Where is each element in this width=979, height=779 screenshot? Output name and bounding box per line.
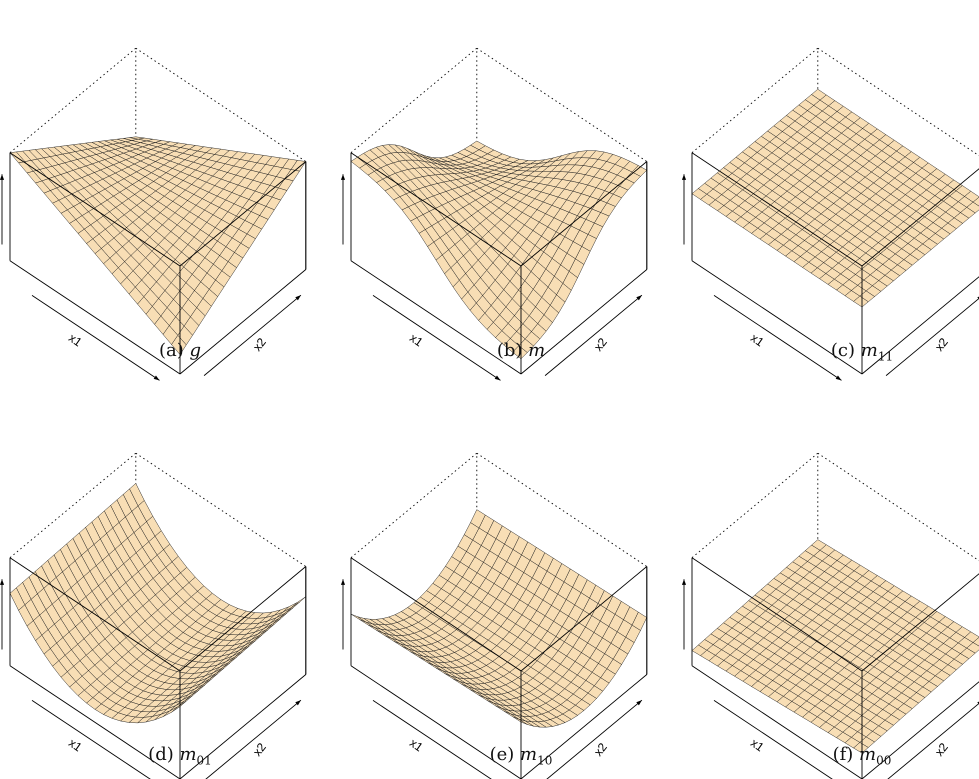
caption-symbol: m: [528, 340, 546, 361]
caption-subscript: 11: [877, 349, 894, 364]
box-edge: [9, 665, 181, 779]
x1-axis-arrow-head: [835, 375, 842, 381]
caption-label: (f): [832, 744, 860, 765]
surface-facet: [691, 188, 708, 200]
caption-symbol: m: [520, 744, 538, 765]
box-edge: [350, 152, 522, 267]
caption-label: (e): [489, 744, 521, 765]
surface-facet: [350, 156, 367, 169]
caption-a: (a) g: [80, 341, 280, 361]
x1-axis-arrow: [31, 699, 151, 779]
x1-axis-arrow: [372, 699, 492, 779]
x2-axis-arrow-head: [636, 295, 642, 301]
x1-axis-arrow: [713, 699, 833, 779]
box-edge: [179, 269, 307, 375]
caption-symbol: m: [860, 340, 878, 361]
box-edge: [350, 557, 522, 672]
box-edge: [179, 566, 307, 672]
panel-f: x1 x2: [681, 452, 979, 779]
x2-axis-arrow: [885, 297, 979, 376]
box-edge: [9, 152, 181, 267]
x2-axis-arrow-head: [295, 700, 301, 706]
panel-d: x1 x2: [0, 452, 307, 779]
box-edge: [520, 566, 648, 672]
x2-axis-arrow-head: [295, 295, 301, 301]
caption-label: (a): [158, 340, 190, 361]
z-axis-arrow-head: [681, 579, 687, 585]
box-edge: [520, 674, 648, 779]
surface-mesh: [350, 140, 648, 360]
box-hidden-edge: [350, 452, 478, 559]
box-edge: [691, 557, 863, 672]
box-edge: [861, 573, 979, 672]
surface-facet: [350, 613, 366, 623]
z-axis-arrow-head: [681, 174, 687, 180]
caption-subscript: 01: [196, 753, 212, 768]
panel-c: x1 x2: [681, 47, 979, 381]
caption-e: (e) m10: [421, 745, 621, 771]
box-edge: [9, 557, 181, 672]
box-edge: [9, 260, 181, 375]
x2-axis-arrow: [887, 702, 979, 779]
box-edge: [861, 681, 979, 779]
surface-facet: [691, 644, 708, 656]
x1-axis-arrow: [31, 294, 160, 381]
caption-label: (b): [496, 340, 529, 361]
box-edge: [179, 674, 307, 779]
box-hidden-edge: [9, 47, 137, 154]
box-hidden-edge: [9, 452, 137, 559]
caption-d: (d) m01: [80, 745, 280, 771]
surface-mesh: [9, 136, 307, 355]
caption-symbol: g: [189, 340, 202, 361]
panel-e: x1 x2: [340, 452, 648, 779]
x2-axis-arrow: [205, 699, 302, 779]
caption-f: (f) m00: [762, 745, 962, 771]
x1-axis-arrow-head: [494, 375, 501, 381]
x1-axis-arrow: [372, 294, 501, 381]
panel-b: x1 x2: [340, 47, 648, 381]
caption-b: (b) m: [421, 341, 621, 361]
surface-mesh: [691, 88, 979, 308]
box-edge: [520, 161, 648, 267]
box-edge: [861, 168, 979, 267]
x2-axis-arrow: [544, 294, 643, 376]
surface-facet: [9, 587, 26, 611]
caption-subscript: 00: [876, 753, 892, 768]
x2-axis-arrow: [546, 699, 643, 779]
x1-axis-arrow: [713, 294, 842, 381]
box-edge: [350, 665, 522, 779]
z-axis-arrow-head: [340, 174, 346, 180]
box-hidden-edge: [350, 47, 478, 154]
z-axis-arrow-head: [340, 579, 346, 585]
surface-mesh: [350, 509, 648, 728]
caption-label: (d): [148, 744, 180, 765]
caption-subscript: 10: [537, 753, 553, 768]
z-axis-arrow-head: [0, 579, 5, 585]
box-edge: [179, 161, 307, 267]
caption-symbol: m: [859, 744, 877, 765]
box-hidden-edge: [691, 452, 819, 559]
x2-axis-arrow-head: [636, 700, 642, 706]
panel-a: x1 x2: [0, 47, 307, 381]
box-edge: [691, 152, 863, 267]
caption-label: (c): [830, 340, 861, 361]
surface-mesh: [691, 539, 979, 754]
x2-axis-arrow: [203, 294, 302, 376]
caption-symbol: m: [179, 744, 197, 765]
box-edge: [691, 260, 863, 375]
box-hidden-edge: [691, 47, 819, 154]
z-axis-arrow-head: [0, 174, 5, 180]
box-edge: [861, 276, 979, 375]
caption-c: (c) m11: [762, 341, 962, 367]
box-hidden-edge: [476, 47, 648, 162]
box-hidden-edge: [817, 452, 979, 562]
box-edge: [691, 665, 863, 779]
box-edge: [350, 260, 522, 375]
box-edge: [520, 269, 648, 375]
surface-mesh: [9, 483, 306, 724]
x1-axis-arrow-head: [153, 375, 160, 381]
